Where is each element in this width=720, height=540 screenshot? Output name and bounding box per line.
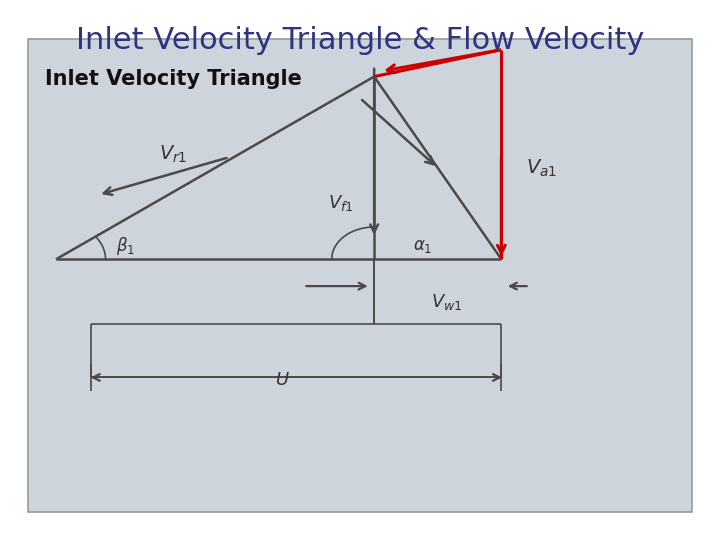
Text: Inlet Velocity Triangle & Flow Velocity: Inlet Velocity Triangle & Flow Velocity [76, 25, 644, 55]
FancyBboxPatch shape [28, 39, 692, 512]
Text: Inlet Velocity Triangle: Inlet Velocity Triangle [45, 69, 302, 89]
Text: $\alpha_1$: $\alpha_1$ [413, 237, 432, 255]
Text: $V_{a1}$: $V_{a1}$ [526, 157, 557, 179]
Text: $V_{f1}$: $V_{f1}$ [328, 193, 354, 213]
Text: $V_{w1}$: $V_{w1}$ [431, 292, 462, 312]
Text: $\beta_1$: $\beta_1$ [116, 235, 135, 257]
Text: $V_{r1}$: $V_{r1}$ [158, 144, 187, 165]
Text: $U$: $U$ [275, 371, 290, 389]
